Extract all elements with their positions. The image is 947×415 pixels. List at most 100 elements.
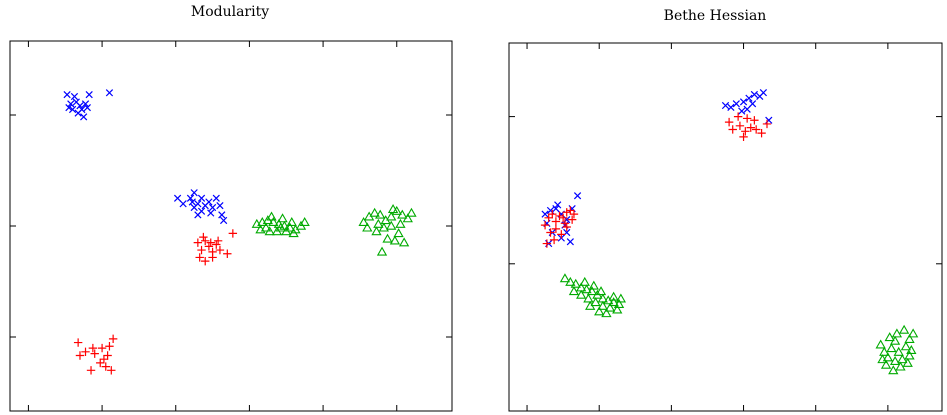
data-point-triangle-marker bbox=[907, 328, 919, 338]
data-point-triangle-marker bbox=[882, 352, 894, 362]
data-point-triangle-marker bbox=[375, 209, 386, 219]
data-point-x-marker bbox=[72, 98, 80, 106]
data-point-triangle-marker bbox=[389, 235, 401, 245]
data-point-plus-marker bbox=[569, 209, 579, 219]
data-point-x-marker bbox=[63, 91, 71, 99]
data-point-plus-marker bbox=[562, 208, 571, 217]
data-point-plus-marker bbox=[762, 119, 772, 129]
data-point-x-marker bbox=[173, 194, 182, 202]
chart-title: Modularity bbox=[191, 4, 269, 20]
data-point-plus-marker bbox=[548, 209, 557, 219]
data-point-triangle-marker bbox=[266, 211, 277, 221]
data-point-x-marker bbox=[67, 100, 75, 108]
data-point-triangle-marker bbox=[568, 286, 580, 296]
data-point-triangle-marker bbox=[886, 343, 897, 353]
data-point-x-marker bbox=[727, 103, 735, 112]
data-point-x-marker bbox=[750, 90, 758, 99]
data-point-x-marker bbox=[748, 100, 757, 108]
data-point-triangle-marker bbox=[608, 297, 619, 307]
data-point-triangle-marker bbox=[902, 357, 913, 367]
data-point-triangle-marker bbox=[608, 291, 619, 301]
data-point-triangle-marker bbox=[906, 344, 917, 354]
data-point-plus-marker bbox=[103, 351, 112, 360]
data-point-x-marker bbox=[216, 202, 224, 210]
data-point-plus-marker bbox=[757, 128, 766, 138]
data-point-triangle-marker bbox=[373, 218, 384, 228]
data-point-triangle-marker bbox=[362, 222, 373, 232]
data-point-x-marker bbox=[194, 211, 202, 219]
data-point-x-marker bbox=[743, 105, 751, 113]
data-point-triangle-marker bbox=[588, 280, 599, 290]
data-point-triangle-marker bbox=[387, 204, 399, 214]
data-point-triangle-marker bbox=[590, 297, 601, 307]
data-point-triangle-marker bbox=[579, 276, 590, 286]
data-point-x-marker bbox=[186, 194, 195, 202]
data-point-plus-marker bbox=[558, 213, 568, 222]
data-point-triangle-marker bbox=[897, 354, 908, 364]
data-point-x-marker bbox=[738, 107, 746, 115]
data-point-triangle-marker bbox=[371, 226, 382, 236]
data-point-plus-marker bbox=[199, 232, 208, 242]
data-point-triangle-marker bbox=[402, 213, 413, 223]
data-point-plus-marker bbox=[557, 230, 566, 239]
data-point-triangle-marker bbox=[565, 276, 576, 286]
data-point-plus-marker bbox=[551, 217, 561, 226]
data-point-triangle-marker bbox=[898, 324, 910, 334]
data-point-triangle-marker bbox=[284, 222, 296, 232]
data-point-triangle-marker bbox=[884, 332, 895, 342]
data-point-x-marker bbox=[197, 194, 206, 202]
data-point-triangle-marker bbox=[904, 350, 915, 360]
data-point-triangle-marker bbox=[299, 216, 310, 226]
data-point-triangle-marker bbox=[613, 298, 625, 308]
data-point-triangle-marker bbox=[615, 293, 627, 303]
data-point-plus-marker bbox=[750, 116, 759, 125]
axis-ticks bbox=[10, 41, 452, 411]
data-point-triangle-marker bbox=[891, 328, 903, 338]
data-point-triangle-marker bbox=[581, 284, 592, 294]
data-point-plus-marker bbox=[733, 112, 743, 121]
data-point-plus-marker bbox=[223, 249, 232, 258]
data-point-x-marker bbox=[188, 198, 196, 206]
data-point-triangle-marker bbox=[268, 216, 279, 226]
data-point-x-marker bbox=[212, 194, 220, 202]
data-point-x-marker bbox=[541, 210, 549, 218]
axis-ticks bbox=[509, 43, 942, 411]
data-point-triangle-marker bbox=[386, 211, 397, 221]
data-point-triangle-marker bbox=[601, 308, 612, 318]
data-point-plus-marker bbox=[105, 342, 114, 351]
data-point-plus-marker bbox=[73, 338, 83, 347]
data-point-x-marker bbox=[732, 100, 740, 108]
data-point-triangle-marker bbox=[576, 289, 587, 299]
data-point-plus-marker bbox=[195, 253, 204, 262]
data-point-triangle-marker bbox=[595, 286, 607, 296]
data-point-x-marker bbox=[68, 105, 77, 114]
data-point-triangle-marker bbox=[880, 359, 892, 369]
data-point-x-marker bbox=[739, 98, 748, 106]
data-point-plus-marker bbox=[204, 242, 214, 251]
data-point-x-marker bbox=[220, 216, 228, 225]
data-point-plus-marker bbox=[724, 117, 734, 127]
data-point-plus-marker bbox=[197, 245, 206, 255]
data-point-triangle-marker bbox=[879, 346, 890, 356]
data-point-triangle-marker bbox=[376, 246, 388, 256]
data-point-triangle-marker bbox=[406, 207, 417, 217]
scatter-points bbox=[63, 89, 417, 375]
modularity-panel: Modularity bbox=[9, 4, 453, 412]
data-point-plus-marker bbox=[546, 228, 555, 237]
data-point-triangle-marker bbox=[888, 365, 899, 375]
data-point-plus-marker bbox=[107, 366, 116, 375]
data-point-plus-marker bbox=[201, 256, 210, 266]
data-point-plus-marker bbox=[213, 236, 223, 245]
data-point-triangle-marker bbox=[395, 218, 406, 228]
data-point-x-marker bbox=[190, 203, 198, 212]
data-point-x-marker bbox=[208, 203, 217, 212]
data-point-plus-marker bbox=[208, 253, 217, 262]
data-point-x-marker bbox=[552, 204, 560, 213]
data-point-plus-marker bbox=[96, 358, 105, 368]
data-point-plus-marker bbox=[560, 219, 570, 228]
data-point-triangle-marker bbox=[604, 302, 616, 312]
data-point-x-marker bbox=[179, 200, 187, 208]
data-point-plus-marker bbox=[88, 343, 98, 353]
data-point-x-marker bbox=[745, 94, 753, 102]
